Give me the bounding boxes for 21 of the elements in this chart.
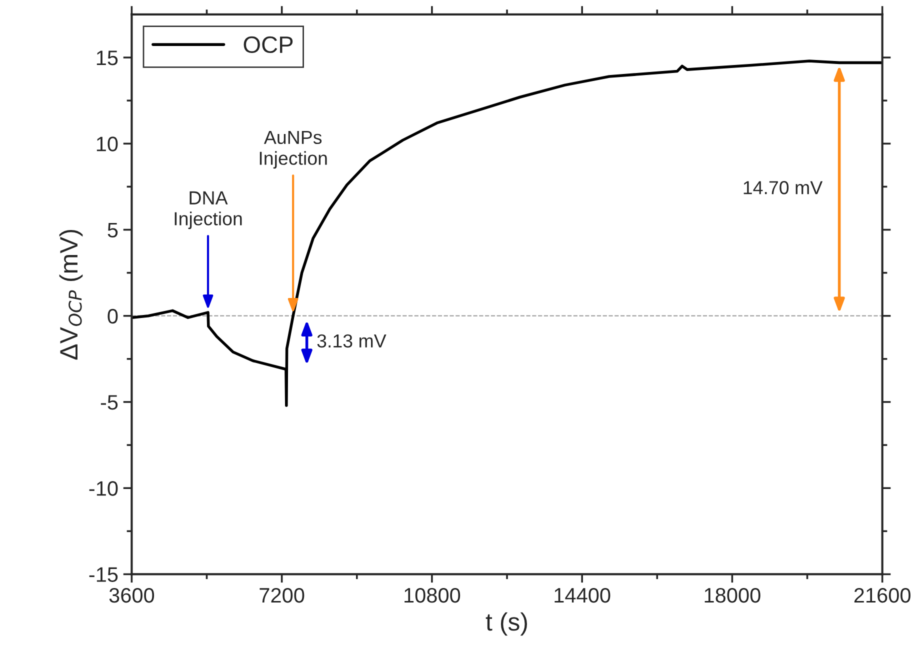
x-tick-label: 18000	[704, 588, 760, 603]
y-axis-title: ΔV$_{OCP}$ (mV)	[59, 230, 83, 360]
x-tick-label: 10800	[404, 588, 460, 603]
y-tick-label: 15	[96, 50, 118, 66]
annotation: 14.70 mV	[744, 180, 823, 194]
x-tick-label: 7200	[260, 588, 304, 603]
y-tick-label: 5	[108, 222, 118, 238]
x-tick-label: 21600	[854, 588, 910, 603]
legend-label: OCP	[244, 36, 293, 54]
y-tick-label: 0	[108, 308, 118, 324]
y-tick-label: -10	[89, 481, 118, 496]
annotation: 3.13 mV	[317, 334, 386, 348]
annotation: DNA Injection	[174, 191, 242, 230]
annotation: AuNPs Injection	[260, 130, 327, 169]
y-tick-label: 10	[96, 136, 118, 152]
x-tick-label: 3600	[109, 588, 154, 603]
y-tick-label: -15	[89, 567, 118, 582]
line-series	[132, 60, 882, 407]
y-tick-label: -5	[100, 395, 118, 410]
x-axis-title: t (s)	[486, 612, 527, 636]
x-tick-label: 14400	[554, 588, 610, 603]
